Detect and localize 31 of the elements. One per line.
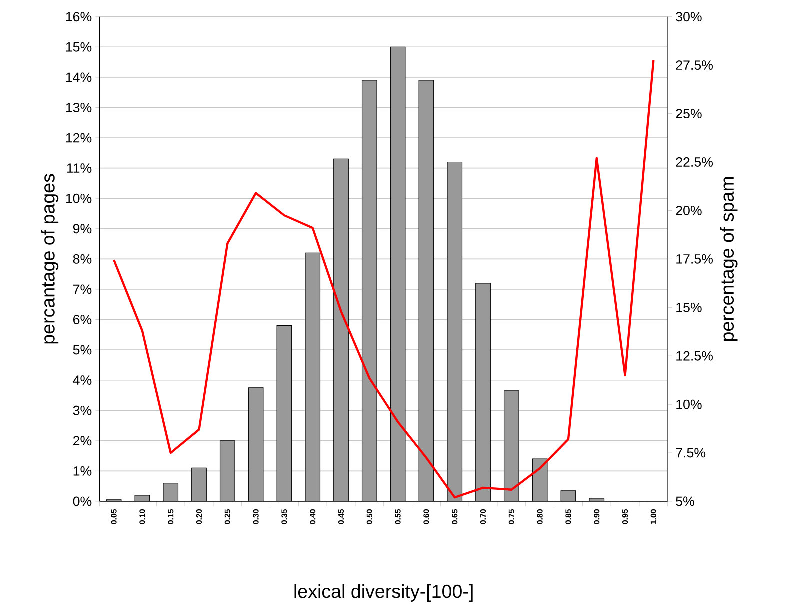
y-tick-label: 3% xyxy=(73,406,92,416)
y-tick-label: 12% xyxy=(66,133,92,143)
y-tick-label: 16% xyxy=(66,12,92,22)
y2-tick-label: 12.5% xyxy=(676,352,713,361)
y-tick-label: 7% xyxy=(74,284,92,294)
y-tick-label: 4% xyxy=(73,376,92,386)
y-tick-label: 2% xyxy=(73,436,92,446)
y-tick-label: 5% xyxy=(73,345,92,355)
y-tick-label: 14% xyxy=(66,72,92,82)
y-tick-label: 6% xyxy=(74,315,92,325)
y2-tick-label: 20% xyxy=(676,206,702,216)
y-tick-label: 11% xyxy=(67,164,92,174)
y2-tick-label: 7.5% xyxy=(676,448,706,458)
y-tick-label: 10% xyxy=(66,194,92,204)
y2-tick-label: 10% xyxy=(676,400,702,410)
y2-tick-label: 27.5% xyxy=(676,60,713,70)
y-tick-label: 1% xyxy=(74,466,92,476)
y2-tick-label: 22.5% xyxy=(676,158,713,168)
y2-tick-label: 15% xyxy=(676,303,702,312)
x-axis-title: lexical diversity-[100-] xyxy=(294,584,473,602)
y-tick-label: 15% xyxy=(66,42,92,52)
y-tick-label: 0% xyxy=(73,496,92,506)
y2-tick-label: 17.5% xyxy=(676,254,713,264)
y-tick-label: 8% xyxy=(73,254,92,264)
y2-axis-title: percentage of spam xyxy=(720,178,738,342)
y2-tick-label: 30% xyxy=(676,12,702,22)
y-tick-label: 13% xyxy=(66,103,92,113)
y-tick-label: 9% xyxy=(73,224,92,234)
y2-tick-label: 25% xyxy=(676,109,702,119)
y-axis-title: percantage of pages xyxy=(41,174,59,344)
y2-tick-label: 5% xyxy=(676,496,694,506)
